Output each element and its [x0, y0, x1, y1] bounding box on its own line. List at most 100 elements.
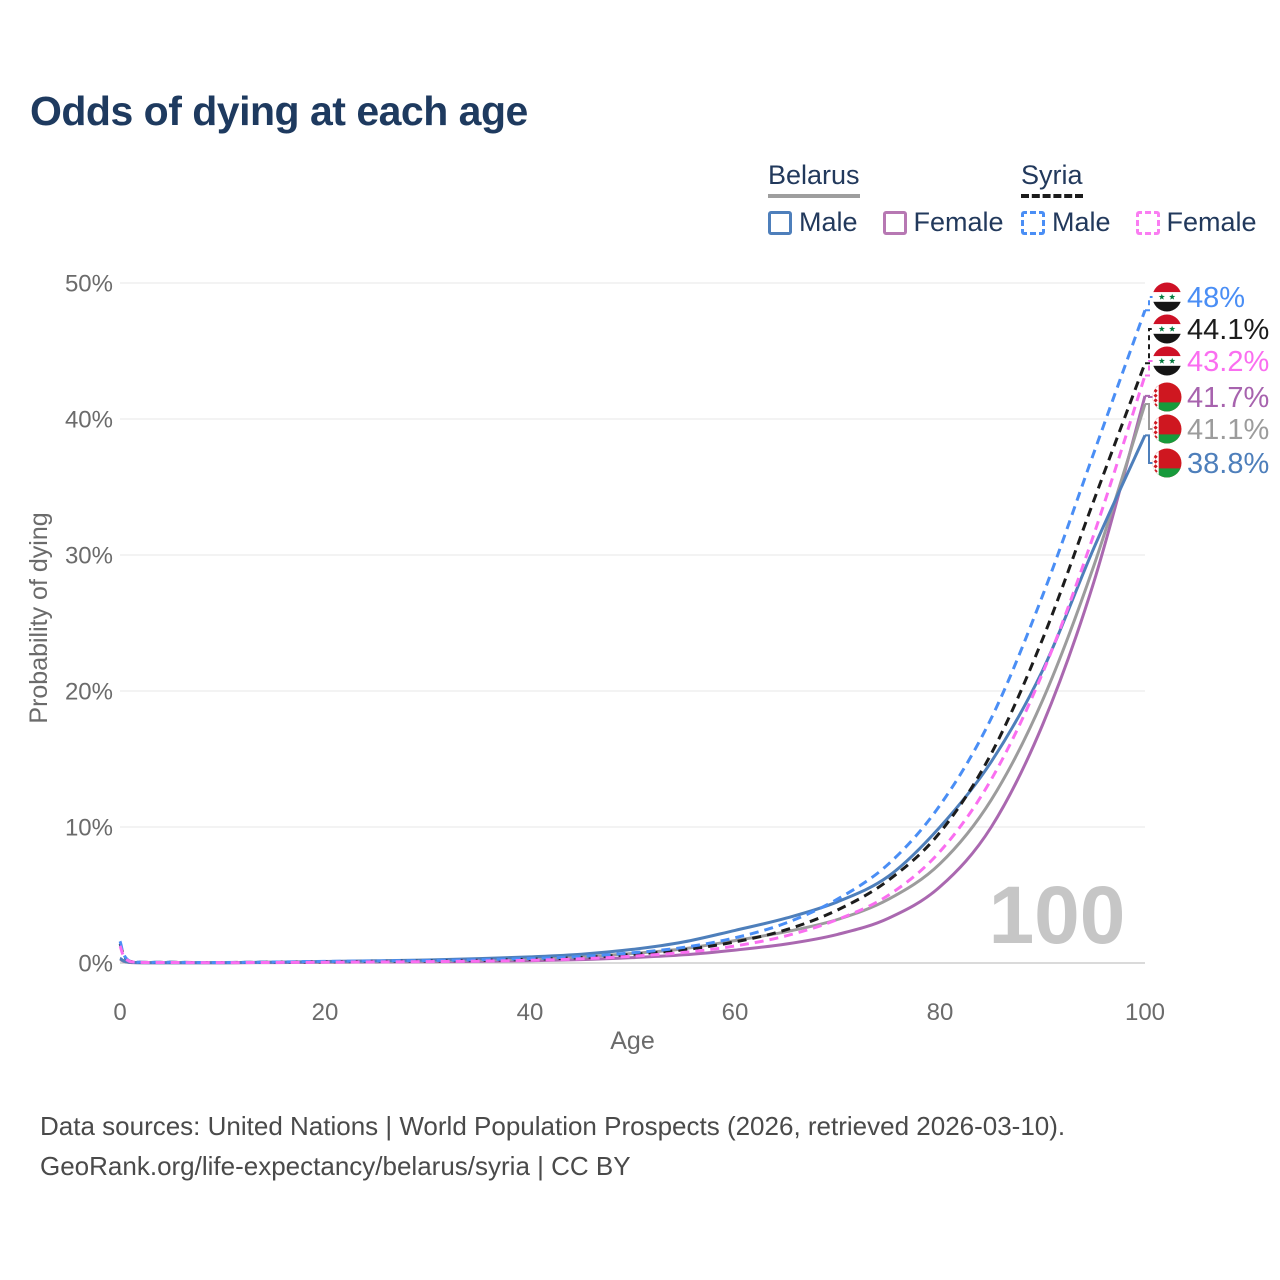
x-tick-label: 100	[1125, 999, 1165, 1026]
page-title: Odds of dying at each age	[30, 88, 528, 134]
syria-flag-icon	[1152, 314, 1182, 344]
belarus-female-swatch-icon	[882, 210, 907, 235]
x-axis-title: Age	[610, 1027, 654, 1055]
x-tick-label: 60	[722, 999, 749, 1026]
legend-label-belarus-female: Female	[913, 207, 1004, 237]
y-tick-label: 0%	[78, 951, 113, 978]
ornament	[1153, 420, 1158, 425]
band-black	[1152, 365, 1182, 376]
syria-flag-art	[1152, 282, 1182, 312]
footer-data-sources: Data sources: United Nations | World Pop…	[40, 1111, 1066, 1141]
star	[1169, 325, 1176, 332]
y-tick-label: 40%	[65, 407, 113, 434]
band-red	[1152, 314, 1182, 325]
legend-items-syria: Male Female	[1021, 207, 1257, 238]
series-line-syria-female[interactable]	[118, 375, 1147, 965]
y-axis-title: Probability of dying	[25, 512, 53, 723]
end-label-value: 38.8%	[1187, 448, 1269, 480]
end-label-syria-total[interactable]: 44.1%	[1152, 314, 1269, 346]
band-white	[1152, 292, 1182, 302]
band-green	[1152, 402, 1182, 412]
ornament	[1153, 388, 1158, 393]
series-line-syria-male[interactable]	[118, 309, 1147, 965]
legend-group-syria: Syria Male Female	[1021, 160, 1257, 238]
ornament	[1153, 407, 1158, 412]
band-white	[1152, 356, 1182, 366]
ornament	[1153, 454, 1158, 459]
end-label-connector-belarus-female	[1145, 394, 1153, 398]
legend-item-syria-female[interactable]: Female	[1135, 207, 1257, 238]
ornament	[1153, 464, 1158, 469]
band-green	[1152, 468, 1182, 478]
end-label-belarus-male[interactable]: 38.8%	[1152, 448, 1269, 480]
belarus-flag-art	[1152, 414, 1182, 444]
band-green	[1152, 434, 1182, 444]
syria-flag-art	[1152, 314, 1182, 344]
legend-item-belarus-female[interactable]: Female	[882, 207, 1004, 238]
star	[1158, 325, 1165, 332]
syria-flag-art	[1152, 346, 1182, 376]
end-label-syria-male[interactable]: 48%	[1152, 282, 1245, 314]
end-label-connector-syria-female	[1145, 360, 1153, 377]
end-label-value: 48%	[1187, 282, 1245, 314]
x-tick-label: 0	[113, 999, 126, 1026]
legend-item-syria-male[interactable]: Male	[1021, 207, 1111, 238]
end-label-belarus-female[interactable]: 41.7%	[1152, 382, 1269, 414]
chart-footer: Data sources: United Nations | World Pop…	[40, 1106, 1065, 1186]
age-watermark: 100	[989, 870, 1126, 961]
y-tick-label: 20%	[65, 679, 113, 706]
band-white	[1152, 324, 1182, 334]
belarus-flag-icon	[1152, 414, 1182, 444]
x-tick-label: 20	[312, 999, 339, 1026]
ornament	[1153, 393, 1158, 398]
band-red	[1152, 346, 1182, 357]
star	[1169, 293, 1176, 300]
ornament	[1153, 439, 1158, 444]
belarus-flag-art	[1152, 382, 1182, 412]
band-black	[1152, 301, 1182, 312]
footer-attribution-link: GeoRank.org/life-expectancy/belarus/syri…	[40, 1151, 631, 1181]
end-label-belarus-total[interactable]: 41.1%	[1152, 414, 1269, 446]
ornament	[1153, 473, 1158, 478]
star	[1169, 357, 1176, 364]
belarus-flag-icon	[1152, 448, 1182, 478]
syria-flag-icon	[1152, 346, 1182, 376]
end-label-connector-belarus-male	[1145, 434, 1153, 464]
belarus-male-swatch-icon	[768, 210, 792, 235]
end-label-value: 41.1%	[1187, 414, 1269, 446]
ornament	[1153, 430, 1158, 435]
end-label-connector-belarus-total	[1145, 403, 1153, 430]
legend-group-belarus: Belarus Male Female	[768, 160, 1004, 238]
belarus-flag-icon	[1152, 382, 1182, 412]
ornament	[1153, 459, 1158, 464]
x-tick-label: 80	[927, 999, 954, 1026]
legend-item-belarus-male[interactable]: Male	[768, 207, 858, 238]
ornament	[1153, 425, 1158, 430]
star	[1158, 293, 1165, 300]
end-label-connector-syria-male	[1145, 296, 1153, 312]
end-label-value: 43.2%	[1187, 346, 1269, 378]
band-red	[1152, 282, 1182, 293]
syria-male-swatch-icon	[1021, 210, 1045, 235]
end-label-syria-female[interactable]: 43.2%	[1152, 346, 1269, 378]
y-tick-label: 50%	[65, 271, 113, 298]
legend-label-syria-male: Male	[1052, 207, 1111, 237]
ornament	[1153, 398, 1158, 403]
syria-flag-icon	[1152, 282, 1182, 312]
end-label-value: 41.7%	[1187, 382, 1269, 414]
band-black	[1152, 333, 1182, 344]
syria-female-swatch-icon	[1135, 210, 1160, 235]
legend-country-syria[interactable]: Syria	[1021, 160, 1083, 198]
star	[1158, 357, 1165, 364]
legend-country-belarus[interactable]: Belarus	[768, 160, 860, 198]
x-tick-label: 40	[517, 999, 544, 1026]
y-tick-label: 30%	[65, 543, 113, 570]
y-tick-label: 10%	[65, 815, 113, 842]
belarus-flag-art	[1152, 448, 1182, 478]
legend-label-belarus-male: Male	[799, 207, 858, 237]
legend-label-syria-female: Female	[1166, 207, 1257, 237]
legend-items-belarus: Male Female	[768, 207, 1004, 238]
end-label-connector-syria-total	[1145, 328, 1153, 365]
